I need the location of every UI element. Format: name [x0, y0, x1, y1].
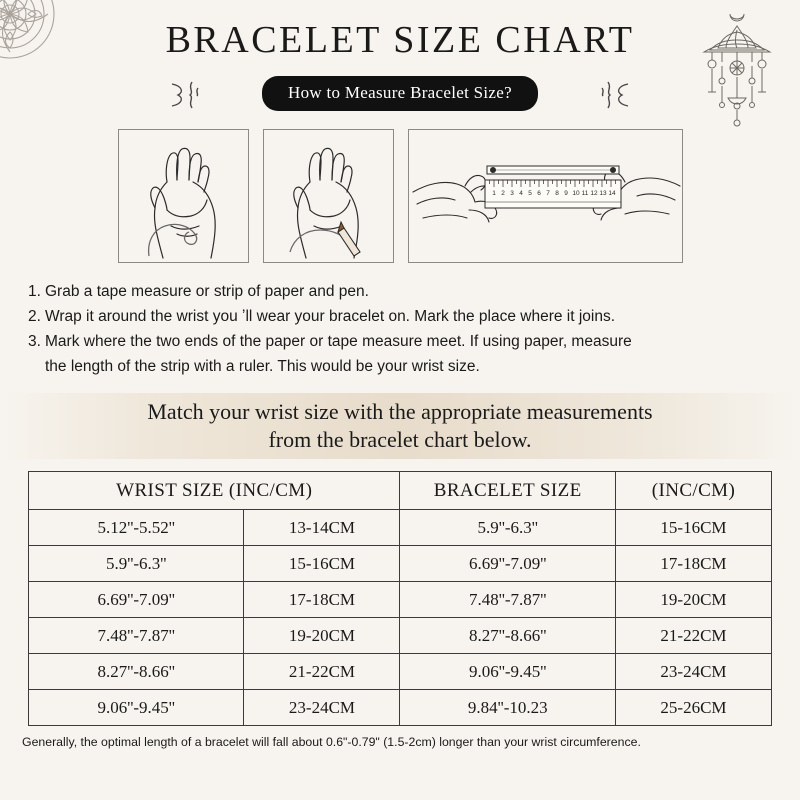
cell-wrist-cm: 17-18CM	[243, 581, 401, 619]
cell-wrist-cm: 15-16CM	[243, 545, 401, 583]
cell-bracelet-cm: 19-20CM	[614, 581, 773, 619]
svg-text:5: 5	[528, 190, 532, 197]
hand-with-tape-measure-illustration	[117, 129, 249, 263]
cell-bracelet-inch: 9.06''-9.45''	[399, 653, 616, 691]
cell-bracelet-cm: 23-24CM	[614, 653, 773, 691]
table-row: 8.27''-8.66'' 21-22CM 9.06''-9.45'' 23-2…	[27, 653, 773, 691]
swirl-right-icon	[601, 81, 629, 109]
cell-bracelet-cm: 15-16CM	[614, 509, 773, 547]
footnote: Generally, the optimal length of a brace…	[22, 735, 641, 750]
svg-text:14: 14	[608, 190, 616, 197]
header-bracelet-units: (INC/CM)	[614, 471, 773, 511]
hand-with-pen-marking-illustration	[262, 129, 394, 263]
svg-text:9: 9	[564, 190, 568, 197]
cell-wrist-inch: 9.06''-9.45''	[27, 689, 245, 727]
table-row: 5.9''-6.3'' 15-16CM 6.69''-7.09'' 17-18C…	[27, 545, 773, 583]
match-wrist-size-banner: Match your wrist size with the appropria…	[0, 393, 800, 460]
step-text: Mark where the two ends of the paper or …	[45, 333, 632, 351]
svg-text:3: 3	[510, 190, 514, 197]
step-text: Wrap it around the wrist you ʼll wear yo…	[45, 308, 616, 326]
step-number: 3.	[28, 333, 41, 351]
step-item: 1. Grab a tape measure or strip of paper…	[28, 279, 772, 304]
cell-bracelet-inch: 6.69''-7.09''	[399, 545, 616, 583]
table-row: 9.06''-9.45'' 23-24CM 9.84''-10.23 25-26…	[27, 689, 773, 727]
cell-wrist-inch: 5.9''-6.3''	[27, 545, 245, 583]
banner-line-1: Match your wrist size with the appropria…	[147, 399, 653, 425]
svg-text:10: 10	[572, 190, 580, 197]
table-row: 7.48''-7.87'' 19-20CM 8.27''-8.66'' 21-2…	[27, 617, 773, 655]
step-number: 2.	[28, 308, 41, 326]
cell-bracelet-cm: 17-18CM	[614, 545, 773, 583]
svg-text:11: 11	[581, 190, 588, 197]
step-item: 2. Wrap it around the wrist you ʼll wear…	[28, 304, 772, 329]
cell-wrist-cm: 23-24CM	[243, 689, 401, 727]
cell-bracelet-inch: 7.48''-7.87''	[399, 581, 616, 619]
table-row: 6.69''-7.09'' 17-18CM 7.48''-7.87'' 19-2…	[27, 581, 773, 619]
page-title: BRACELET SIZE CHART	[165, 19, 635, 61]
svg-text:12: 12	[590, 190, 598, 197]
svg-text:13: 13	[599, 190, 607, 197]
cell-wrist-cm: 19-20CM	[243, 617, 401, 655]
header-wrist-size: WRIST SIZE (INC/CM)	[27, 471, 401, 511]
cell-bracelet-inch: 5.9''-6.3''	[399, 509, 616, 547]
svg-text:1: 1	[492, 190, 496, 197]
how-to-measure-banner: How to Measure Bracelet Size?	[0, 76, 800, 111]
cell-wrist-cm: 13-14CM	[243, 509, 401, 547]
cell-wrist-cm: 21-22CM	[243, 653, 401, 691]
how-to-measure-label: How to Measure Bracelet Size?	[262, 76, 538, 111]
table-row: 5.12''-5.52'' 13-14CM 5.9''-6.3'' 15-16C…	[27, 509, 773, 547]
measure-steps: 1. Grab a tape measure or strip of paper…	[28, 279, 772, 379]
cell-wrist-inch: 5.12''-5.52''	[27, 509, 245, 547]
cell-wrist-inch: 8.27''-8.66''	[27, 653, 245, 691]
cell-bracelet-cm: 25-26CM	[614, 689, 773, 727]
svg-text:7: 7	[546, 190, 550, 197]
step-item: 3. Mark where the two ends of the paper …	[28, 329, 772, 354]
size-chart-table: WRIST SIZE (INC/CM) BRACELET SIZE (INC/C…	[27, 471, 773, 727]
banner-line-2: from the bracelet chart below.	[268, 427, 532, 453]
cell-bracelet-cm: 21-22CM	[614, 617, 773, 655]
table-header-row: WRIST SIZE (INC/CM) BRACELET SIZE (INC/C…	[27, 471, 773, 511]
cell-wrist-inch: 6.69''-7.09''	[27, 581, 245, 619]
swirl-left-icon	[171, 81, 199, 109]
step-text: Grab a tape measure or strip of paper an…	[45, 283, 369, 300]
header-bracelet-size: BRACELET SIZE	[399, 471, 616, 511]
step-number: 1.	[28, 283, 41, 300]
svg-text:8: 8	[555, 190, 559, 197]
step-text-continuation: the length of the strip with a ruler. Th…	[45, 358, 480, 376]
svg-text:4: 4	[519, 190, 523, 197]
cell-bracelet-inch: 9.84''-10.23	[399, 689, 616, 727]
cell-wrist-inch: 7.48''-7.87''	[27, 617, 245, 655]
svg-text:6: 6	[537, 190, 541, 197]
cell-bracelet-inch: 8.27''-8.66''	[399, 617, 616, 655]
svg-text:2: 2	[501, 190, 505, 197]
